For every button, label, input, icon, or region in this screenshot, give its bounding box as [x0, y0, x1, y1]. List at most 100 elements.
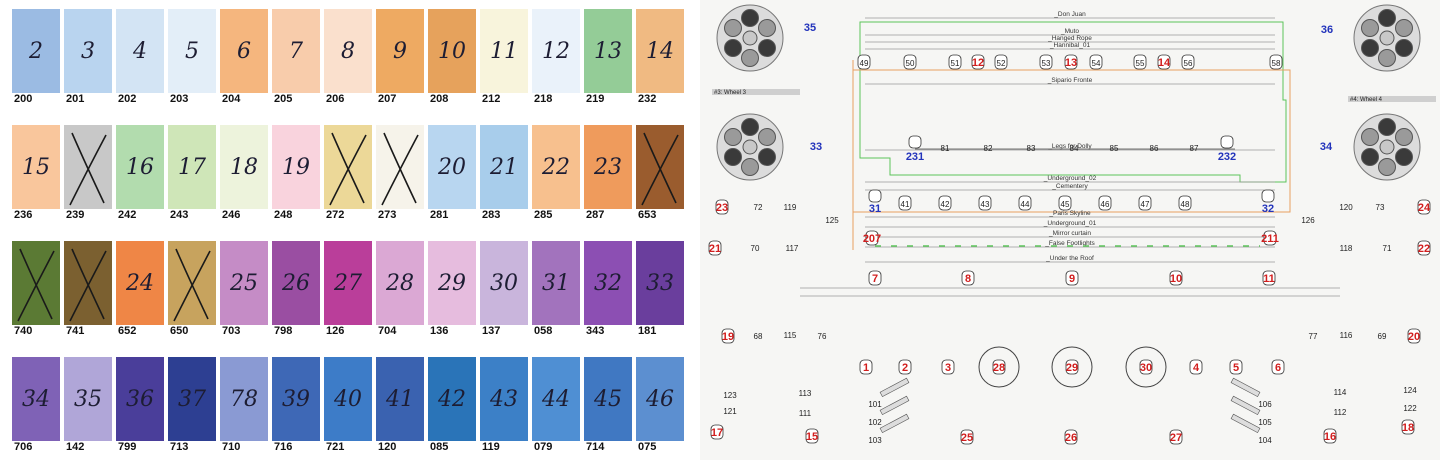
fixture-row3-label: 31 — [869, 203, 881, 215]
swatch-handwritten-number: 34 — [22, 386, 50, 412]
orange-outline — [852, 60, 1291, 250]
gobo-wheel-4-gobo — [1378, 118, 1396, 136]
swatch-code: 142 — [66, 441, 85, 453]
swatch-handwritten-number: 31 — [542, 270, 570, 296]
fixture-top-label: 50 — [906, 59, 915, 68]
swatch-color — [116, 9, 164, 93]
fixture-left-label: 17 — [711, 427, 723, 439]
fixture-front-label: 1 — [863, 362, 869, 374]
swatch-handwritten-number: 28 — [386, 270, 414, 296]
swatch-handwritten-number: 11 — [490, 38, 518, 64]
wheel-4-label: #4: Wheel 4 — [1350, 97, 1383, 103]
swatch-code: 085 — [430, 441, 449, 453]
swatch-code: 137 — [482, 325, 501, 337]
swatch-color — [532, 9, 580, 93]
fixture-mid-body — [908, 135, 922, 149]
crossed-out-mark — [17, 248, 55, 322]
swatch-color — [636, 241, 684, 325]
gobo-wheel-4-gobo — [1361, 128, 1379, 146]
fixture-row3-body — [1138, 195, 1152, 211]
swatch-handwritten-number: 9 — [393, 38, 407, 64]
fixture-top-body — [971, 54, 985, 70]
fixture-row3-body — [1178, 195, 1192, 211]
swatch-code: 206 — [326, 93, 345, 105]
swatch-code: 242 — [118, 209, 137, 221]
fixture-row3-label: 44 — [1021, 200, 1030, 209]
fixture-top-body — [903, 54, 917, 70]
diagonal-bar — [1230, 377, 1261, 398]
fixture-left-body — [721, 328, 735, 344]
fixture-mid-label: 84 — [1070, 144, 1079, 153]
swatch-code: 287 — [586, 209, 605, 221]
swatch-handwritten-number: 45 — [594, 386, 622, 412]
fixture-left-label: 76 — [818, 332, 827, 341]
fixture-mid-label: 86 — [1150, 144, 1159, 153]
swatch-color — [376, 241, 424, 325]
pipe-label: _Hanged Rope — [1047, 35, 1092, 42]
fixture-row3-label: 48 — [1181, 200, 1190, 209]
pipe-label: _False Footlights — [1044, 240, 1095, 247]
swatch-handwritten-number: 12 — [542, 38, 570, 64]
swatch-color — [12, 125, 60, 209]
fixture-left-body — [865, 230, 879, 246]
swatch-code: 239 — [66, 209, 85, 221]
fixture-bottom-body — [1064, 429, 1078, 445]
swatch-code: 126 — [326, 325, 345, 337]
swatch-code: 652 — [118, 325, 137, 337]
fixture-top-label: 52 — [997, 59, 1006, 68]
fixture-left-label: 15 — [806, 431, 818, 443]
fixture-floor-label: 8 — [965, 273, 971, 285]
fixture-front-body — [1065, 359, 1079, 375]
gobo-wheel-4-gobo — [1395, 128, 1413, 146]
swatch-handwritten-number: 4 — [133, 38, 147, 64]
swatch-code: 740 — [14, 325, 33, 337]
swatch-color — [480, 125, 528, 209]
swatch-code: 704 — [378, 325, 397, 337]
platform-circle — [1051, 346, 1093, 388]
swatch-color — [116, 125, 164, 209]
swatch-handwritten-number: 3 — [81, 38, 95, 64]
swatch-code: 710 — [222, 441, 241, 453]
fixture-front-label: 5 — [1233, 362, 1239, 374]
fixture-mid-label: 83 — [1027, 144, 1036, 153]
fixture-row3-body — [1018, 195, 1032, 211]
platform-circle — [978, 346, 1020, 388]
swatch-color — [480, 9, 528, 93]
gobo-wheel-3-gobo — [724, 148, 742, 166]
fixture-row3-body — [898, 195, 912, 211]
swatch-color — [272, 125, 320, 209]
swatch-handwritten-number: 43 — [490, 386, 518, 412]
fixture-top-body — [948, 54, 962, 70]
swatch-color — [584, 357, 632, 441]
swatch-handwritten-number: 30 — [490, 270, 518, 296]
fixture-top-label: 51 — [951, 59, 960, 68]
swatch-handwritten-number: 41 — [386, 386, 414, 412]
swatch-handwritten-number: 24 — [126, 270, 154, 296]
swatch-code: 200 — [14, 93, 33, 105]
fixture-bottom-label: 25 — [961, 432, 973, 444]
pipe-label: _Paris Skyline — [1048, 210, 1091, 217]
pipe-label: _Don Juan — [1053, 11, 1086, 18]
swatch-color — [324, 9, 372, 93]
swatch-handwritten-number: 26 — [282, 270, 310, 296]
pipe-label: _Underground_01 — [1043, 220, 1097, 227]
swatch-color — [636, 9, 684, 93]
fixture-left-label: 119 — [784, 203, 797, 212]
swatch-color — [220, 241, 268, 325]
gobo-wheel-1-gobo — [758, 19, 776, 37]
crossed-out-mark — [173, 248, 211, 322]
swatch-handwritten-number: 32 — [594, 270, 622, 296]
fixture-top-label: 49 — [860, 59, 869, 68]
fixture-floor-body — [868, 270, 882, 286]
fixture-front-label: 2 — [902, 362, 908, 374]
swatch-color — [376, 357, 424, 441]
swatch-code: 208 — [430, 93, 449, 105]
swatch-code: 285 — [534, 209, 553, 221]
fixture-front-body — [1139, 359, 1153, 375]
fixture-left-label: 123 — [723, 391, 737, 400]
swatch-code: 343 — [586, 325, 605, 337]
gobo-wheel-2-hub — [1379, 30, 1395, 46]
fixture-floor-body — [1169, 270, 1183, 286]
fixture-diag-label: 105 — [1258, 418, 1272, 427]
swatch-color — [116, 357, 164, 441]
